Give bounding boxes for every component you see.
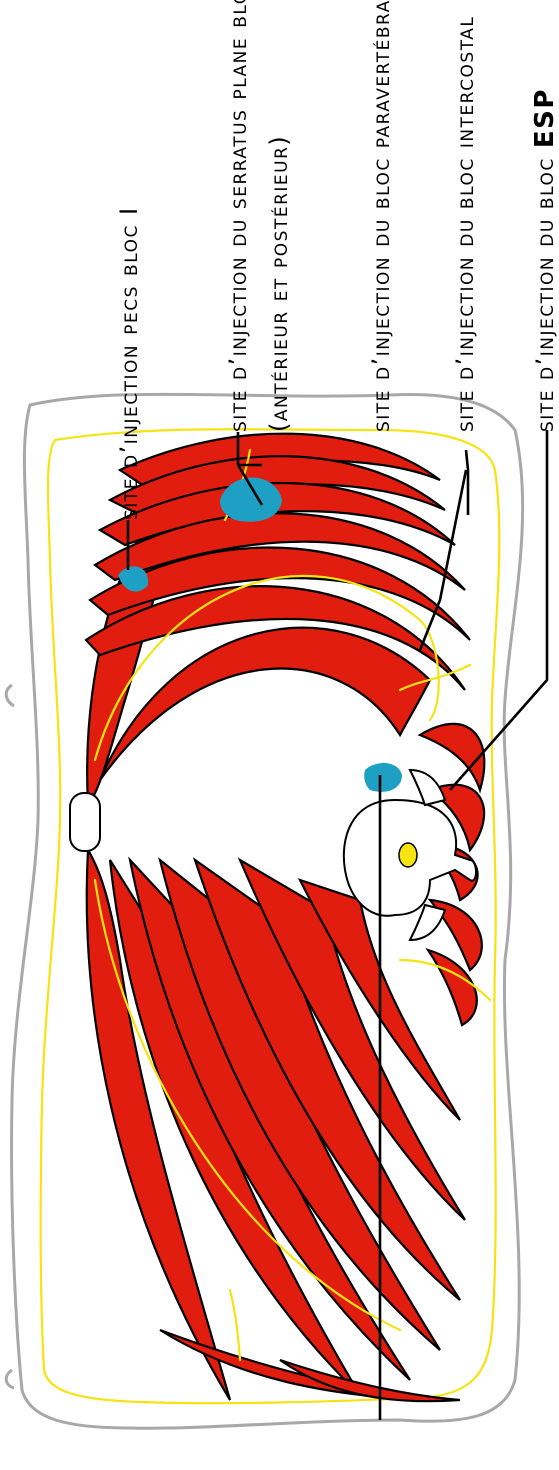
serratus-injection-site [220,477,282,522]
nerve-branch-spine [398,663,492,1002]
pecs-injection-site [118,566,149,592]
esp-label-prefix: site d’injection du bloc [531,148,559,432]
esp-pointer [449,430,549,791]
intercostal-label: site d’injection du bloc intercostal [451,16,479,432]
sternum [69,792,101,852]
injection-sites [118,477,402,792]
nerve-branch-bottom [228,1288,242,1362]
serratus-label-line2: (antérieur et postérieur) [265,135,293,432]
pointer-lines [126,430,549,1420]
skin-fold-top [4,683,15,708]
intercostal-pointer [418,449,470,651]
lower-rib-muscles [85,846,483,1403]
serratus-pointer [236,432,264,506]
inner-nerve-ring [93,574,440,1332]
serratus-label-line1: site d’injection du serratus plane bloc [224,0,252,432]
upper-rib-muscles [84,432,486,902]
paravertebral-injection-site [364,763,402,792]
outer-nerve-outline [39,428,501,1405]
esp-label: site d’injection du bloc ESP [530,88,559,432]
esp-label-acronym: ESP [530,88,559,148]
pecs-label: site d’injection pecs bloc I [115,206,143,520]
paravertebral-label: site d’injection du bloc paravertébral [367,0,395,432]
skin-fold-bottom [4,1368,15,1390]
vertebra [342,768,477,942]
